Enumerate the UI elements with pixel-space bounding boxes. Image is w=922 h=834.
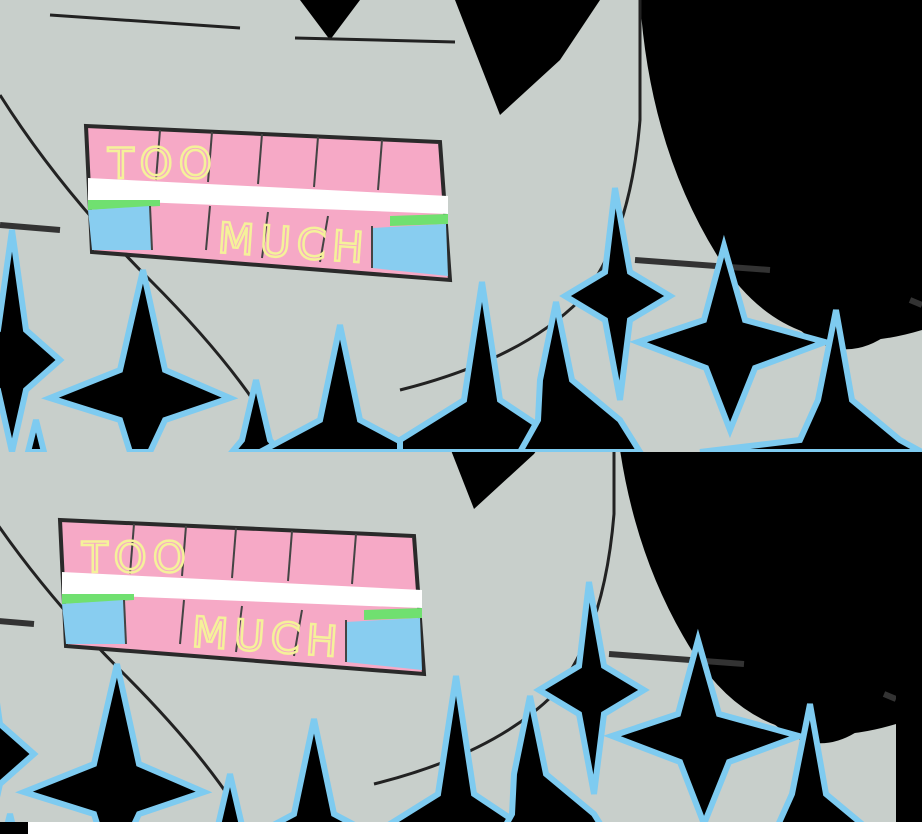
sign-panel: TOO MUCH [83, 123, 453, 283]
sign-text-too: TOO [81, 533, 192, 582]
star [41, 269, 239, 452]
panel-top: TOO MUCH [0, 0, 922, 452]
star [15, 663, 213, 822]
star [0, 229, 65, 452]
sign-white-band [62, 572, 422, 608]
outline-stroke [0, 525, 236, 805]
sign-grid-lines [149, 129, 383, 268]
star [516, 301, 644, 452]
star [215, 773, 245, 822]
sign-blue-block-left [88, 206, 152, 250]
star [397, 281, 563, 452]
sign-green-stripe-right [364, 608, 422, 620]
sign-blue-block-left [62, 600, 126, 644]
bottom-white-strip [28, 822, 922, 834]
outline-stroke [0, 618, 35, 627]
black-hair-spike-center [455, 0, 600, 115]
star-cluster [0, 581, 865, 822]
star [699, 309, 922, 452]
black-hair-spike-left [300, 0, 360, 40]
star [533, 581, 650, 795]
sign-text-much: MUCH [216, 213, 371, 272]
sign-blue-block-right [346, 618, 422, 670]
scene-drawing: TOO MUCH [0, 452, 896, 822]
panel-bottom: TOO MUCH [0, 452, 922, 822]
star-cluster [0, 187, 922, 452]
sign-green-stripe-left [62, 594, 134, 604]
black-right-region [640, 0, 922, 350]
star [258, 324, 422, 452]
star [504, 695, 603, 822]
star [776, 703, 865, 822]
star [629, 234, 835, 439]
sign-green-stripe-left [88, 200, 160, 210]
star [0, 702, 39, 798]
star [603, 628, 809, 822]
star [272, 718, 356, 822]
outline-stroke [294, 36, 456, 44]
star [24, 419, 48, 452]
sign-green-stripe-right [390, 214, 448, 226]
black-hair-spike-center [451, 452, 536, 509]
outline-stroke [882, 691, 896, 702]
sign-white-band [88, 178, 448, 214]
outline-stroke [0, 94, 262, 411]
star [387, 675, 522, 822]
scene-drawing: TOO MUCH [0, 0, 922, 452]
sign-panel: TOO MUCH [57, 517, 427, 677]
sign-text-too: TOO [107, 139, 218, 188]
sign-blue-block-right [372, 224, 448, 276]
sign-text-much: MUCH [190, 607, 345, 666]
star [559, 187, 676, 401]
scene-top: TOO MUCH [0, 0, 922, 452]
outline-stroke [0, 222, 61, 233]
scene-bottom: TOO MUCH [0, 452, 896, 822]
black-right-region [635, 452, 896, 744]
outline-stroke [608, 651, 745, 667]
outline-stroke [908, 297, 922, 308]
star [4, 813, 16, 822]
outline-stroke [634, 257, 771, 273]
star [228, 379, 284, 452]
sign-grid-lines [123, 523, 357, 662]
outline-stroke [49, 13, 241, 30]
